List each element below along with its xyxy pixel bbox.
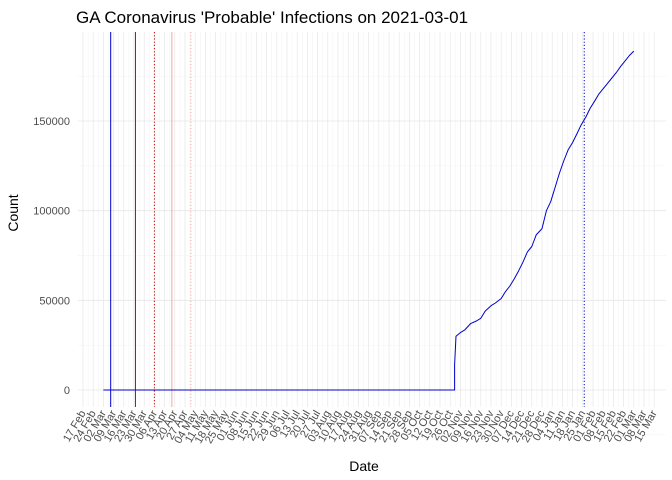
y-tick-label: 0: [64, 385, 70, 397]
y-tick-labels: 0 50000 100000 150000: [33, 116, 70, 397]
y-tick-label: 150000: [33, 116, 70, 128]
y-tick-label: 100000: [33, 206, 70, 218]
chart-title: GA Coronavirus 'Probable' Infections on …: [76, 8, 468, 27]
grid-layer: [78, 32, 666, 436]
y-axis-title: Count: [5, 194, 21, 231]
vline-layer: [110, 32, 585, 407]
series-layer: [103, 50, 635, 391]
x-axis-title: Date: [349, 458, 379, 474]
y-tick-label: 50000: [39, 295, 70, 307]
series-line: [103, 50, 635, 391]
